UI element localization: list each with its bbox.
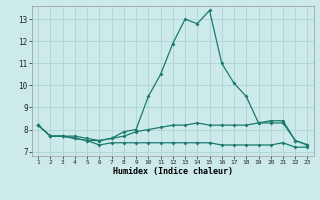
X-axis label: Humidex (Indice chaleur): Humidex (Indice chaleur) bbox=[113, 167, 233, 176]
